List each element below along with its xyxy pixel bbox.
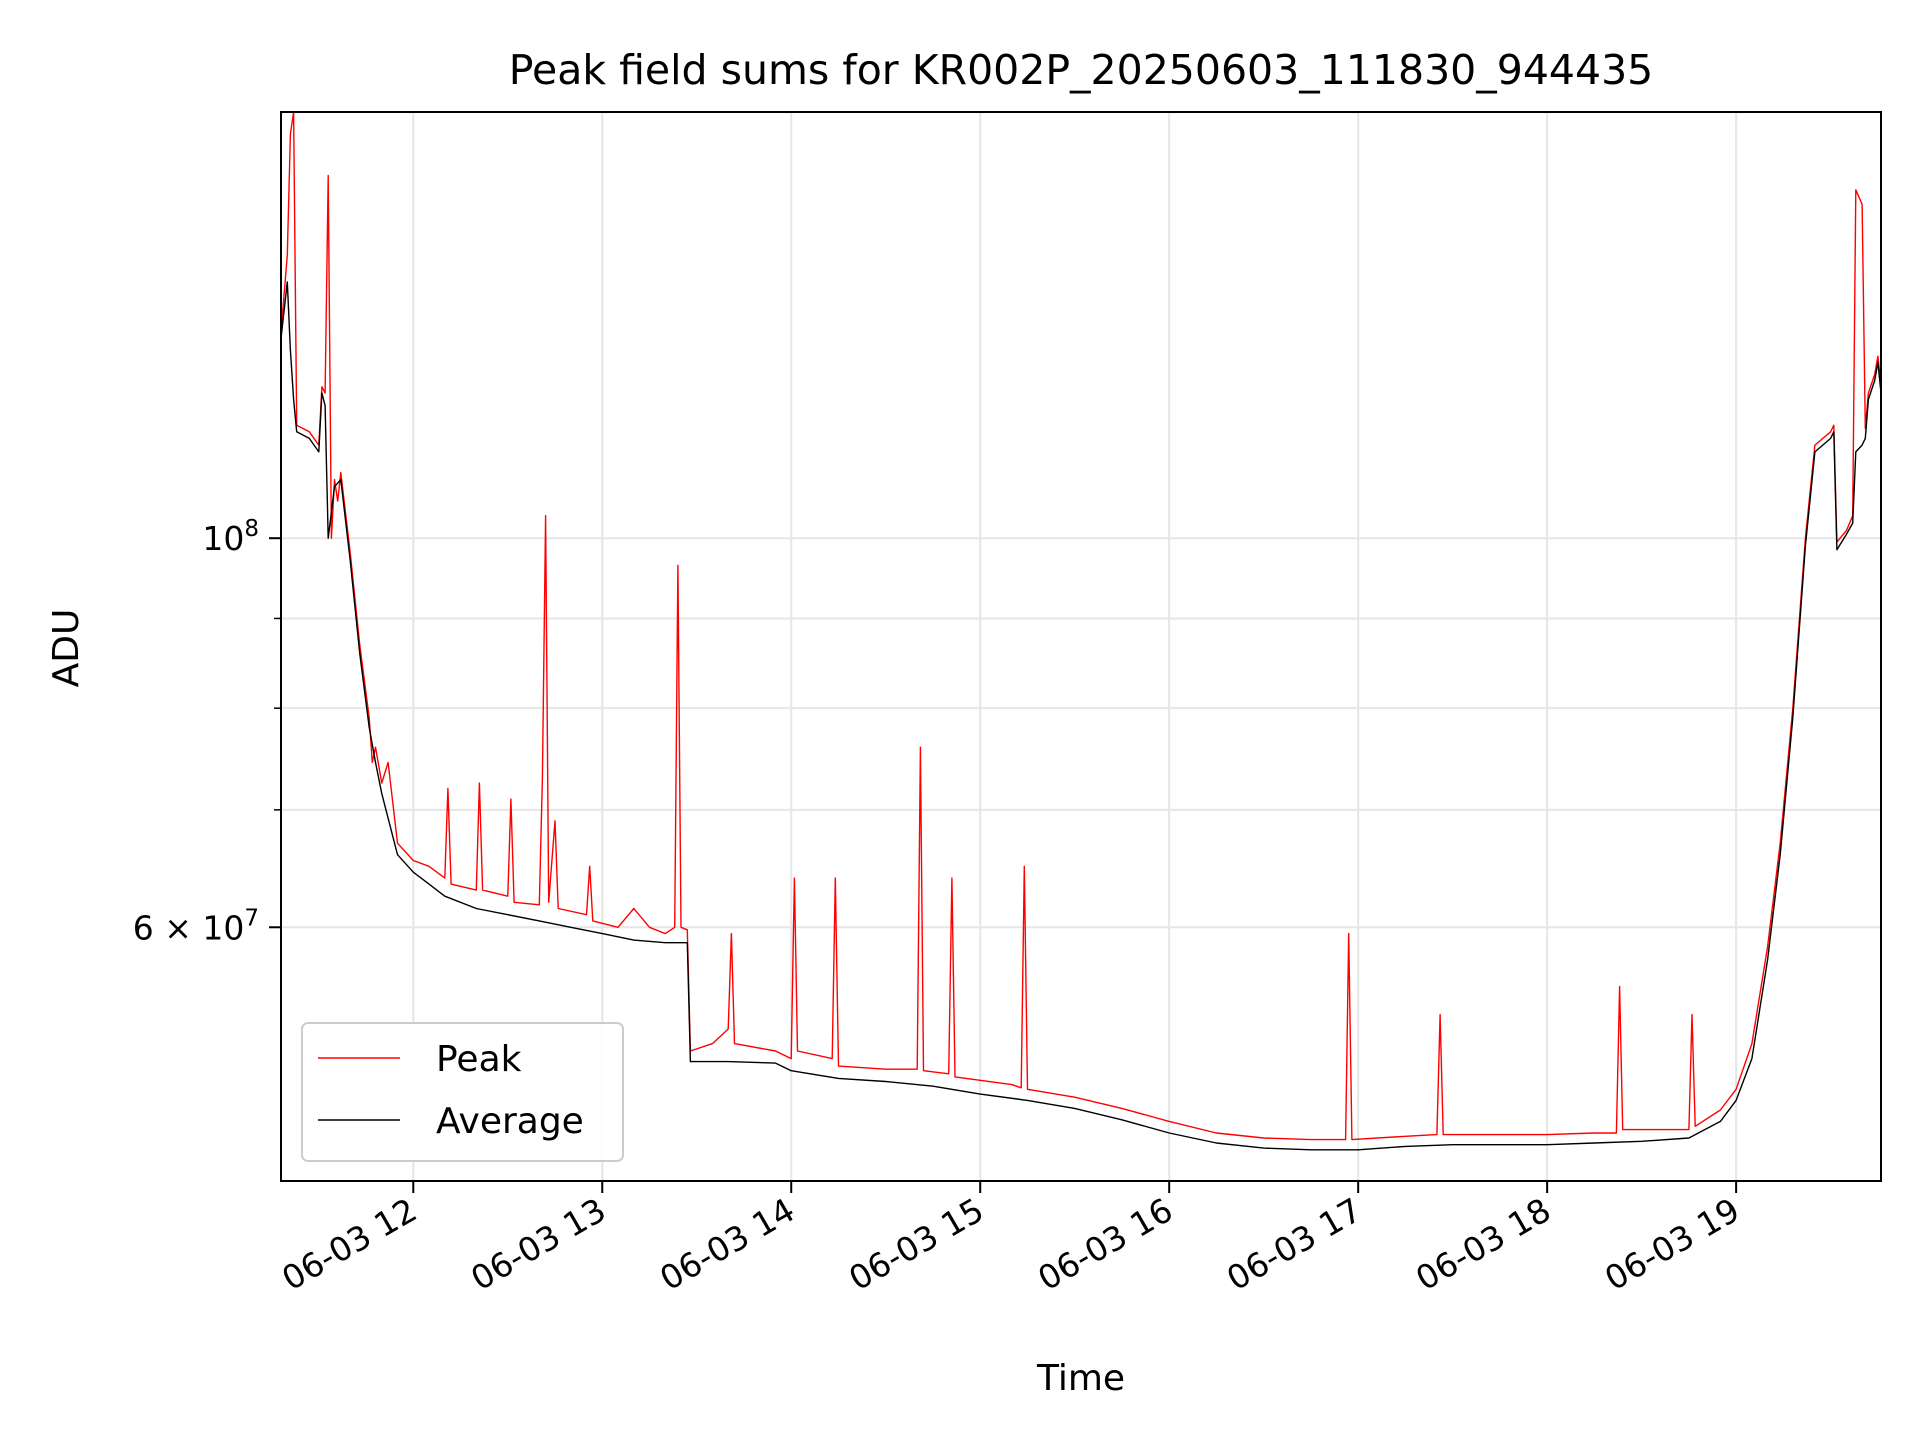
y-tick-exponent: 7 xyxy=(244,905,259,931)
x-tick-label: 06-03 13 xyxy=(464,1190,612,1298)
y-tick-coef: 6 × xyxy=(133,908,203,947)
x-tick-label: 06-03 19 xyxy=(1598,1190,1746,1298)
x-tick-label: 06-03 18 xyxy=(1409,1190,1557,1298)
y-tick-label: 6 × 107 xyxy=(133,905,259,947)
series-line-average xyxy=(280,281,1882,1151)
y-tick-base: 10 xyxy=(202,519,244,558)
series-line-peak xyxy=(280,111,1882,1141)
x-tick-label: 06-03 14 xyxy=(653,1190,801,1298)
x-tick-label: 06-03 17 xyxy=(1220,1190,1368,1298)
y-tick-label: 108 xyxy=(202,516,259,558)
x-tick-label: 06-03 12 xyxy=(275,1190,423,1298)
legend: Peak Average xyxy=(301,1022,624,1162)
x-axis: 06-03 12 06-03 13 06-03 14 06-03 15 06-03 16… xyxy=(275,1181,1746,1298)
legend-label-peak: Peak xyxy=(436,1039,522,1080)
x-tick-label: 06-03 16 xyxy=(1031,1190,1179,1298)
grid xyxy=(281,112,1881,1181)
legend-label-average: Average xyxy=(436,1101,584,1142)
y-tick-exponent: 8 xyxy=(244,516,259,542)
y-axis-label: ADU xyxy=(46,609,87,688)
plot-area xyxy=(280,111,1882,1151)
x-tick-label: 06-03 15 xyxy=(842,1190,990,1298)
x-axis-label: Time xyxy=(1036,1358,1125,1399)
y-tick-base: 10 xyxy=(202,908,244,947)
chart-title: Peak field sums for KR002P_20250603_1118… xyxy=(509,46,1654,94)
plot-frame xyxy=(280,111,1882,1182)
